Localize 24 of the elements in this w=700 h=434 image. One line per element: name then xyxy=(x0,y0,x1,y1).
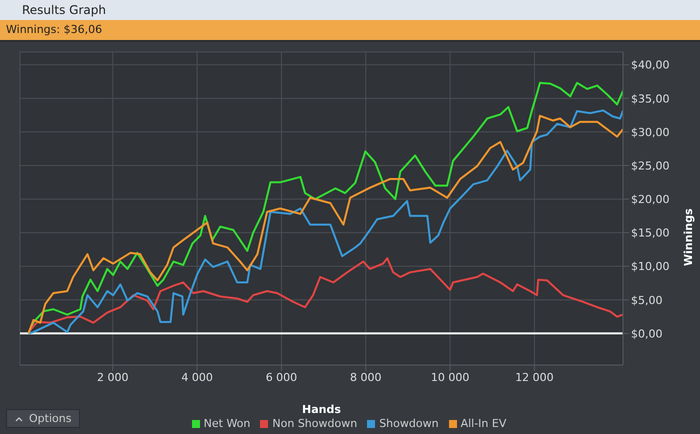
y-tick-label: $5,00 xyxy=(631,294,662,307)
y-tick-label: $40,00 xyxy=(631,58,670,72)
x-tick-label: 4 000 xyxy=(181,370,213,384)
x-tick-label: 10 000 xyxy=(430,370,470,384)
legend-label: Net Won xyxy=(204,417,250,430)
x-tick-label: 8 000 xyxy=(350,370,382,384)
legend-label: Non Showdown xyxy=(272,417,358,430)
chart-title: Results Graph xyxy=(0,0,700,20)
legend-label: All-In EV xyxy=(460,417,506,430)
y-tick-label: $30,00 xyxy=(631,126,670,139)
y-tick-label: $15,00 xyxy=(631,226,670,240)
y-tick-label: $25,00 xyxy=(631,159,670,172)
y-tick-label: $0,00 xyxy=(631,327,662,340)
x-tick-label: 12 000 xyxy=(515,370,554,384)
x-axis-title: Hands xyxy=(302,403,342,416)
y-axis-title: Winnings xyxy=(682,208,695,266)
chart-subtitle: Winnings: $36,06 xyxy=(0,20,700,42)
legend-label: Showdown xyxy=(379,417,439,430)
y-tick-label: $20,00 xyxy=(631,193,670,206)
options-button: Options xyxy=(6,409,80,428)
y-tick-label: $35,00 xyxy=(631,92,670,106)
x-tick-label: 2 000 xyxy=(97,370,129,384)
x-tick-label: 6 000 xyxy=(266,370,298,384)
y-tick-label: $10,00 xyxy=(631,260,670,274)
